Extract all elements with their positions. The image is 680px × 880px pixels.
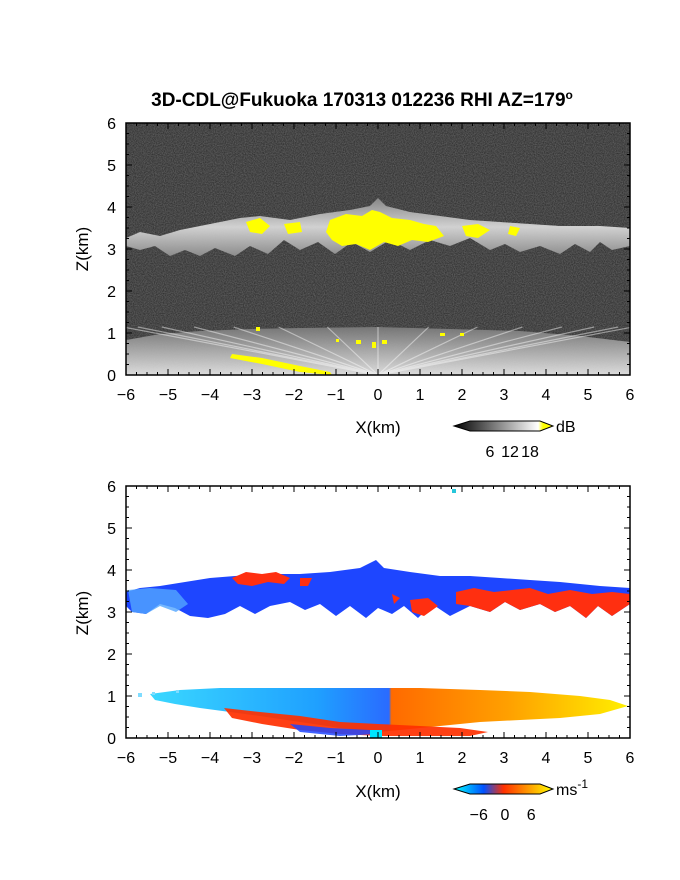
velocity-ylabel: Z(km) bbox=[73, 591, 92, 635]
x-tick-label: 0 bbox=[374, 387, 383, 404]
fan-ray bbox=[194, 326, 379, 375]
intensity-high-echo bbox=[230, 210, 520, 375]
intensity-colorbar: dB 6 12 18 bbox=[452, 419, 576, 461]
y-tick-label: 5 bbox=[107, 521, 116, 538]
fan-ray bbox=[377, 326, 523, 375]
x-tick-label: 3 bbox=[500, 750, 509, 767]
velocity-xlabel: X(km) bbox=[355, 782, 400, 801]
intensity-xlabel: X(km) bbox=[355, 418, 400, 437]
x-tick-label: −6 bbox=[117, 750, 135, 767]
y-tick-label: 1 bbox=[107, 326, 116, 343]
x-tick-label: 5 bbox=[584, 387, 593, 404]
fan-ray bbox=[377, 326, 619, 375]
colorbar-tick-label: 6 bbox=[527, 807, 536, 824]
x-tick-label: 6 bbox=[626, 387, 635, 404]
fan-ray bbox=[377, 326, 430, 375]
x-tick-label: 4 bbox=[542, 387, 551, 404]
velocity-ticks bbox=[125, 485, 631, 739]
velocity-cloud-red bbox=[232, 572, 630, 618]
velocity-colorbar-ticks: −6 0 6 bbox=[470, 807, 536, 824]
y-tick-label: 5 bbox=[107, 158, 116, 175]
x-tick-label: 2 bbox=[458, 387, 467, 404]
y-tick-label: 2 bbox=[107, 647, 116, 664]
y-tick-label: 6 bbox=[107, 116, 116, 133]
colorbar-tick-label: 0 bbox=[501, 807, 510, 824]
x-tick-label: −2 bbox=[285, 750, 303, 767]
x-tick-label: −1 bbox=[327, 750, 345, 767]
x-tick-label: −6 bbox=[117, 387, 135, 404]
fan-ray bbox=[161, 326, 379, 375]
colorbar-tick-label: −6 bbox=[470, 807, 488, 824]
intensity-boundary-layer bbox=[126, 327, 630, 375]
x-tick-label: 3 bbox=[500, 387, 509, 404]
colorbar-tick-label: 18 bbox=[521, 444, 539, 461]
fan-ray bbox=[233, 326, 379, 375]
x-tick-label: −2 bbox=[285, 387, 303, 404]
x-tick-label: 1 bbox=[416, 387, 425, 404]
x-tick-label: −4 bbox=[201, 387, 219, 404]
velocity-surface-blue-band bbox=[290, 724, 378, 736]
x-tick-label: 0 bbox=[374, 750, 383, 767]
x-tick-label: −1 bbox=[327, 387, 345, 404]
intensity-ylabel: Z(km) bbox=[73, 227, 92, 271]
y-tick-label: 3 bbox=[107, 242, 116, 259]
colorbar-tick-label: 6 bbox=[486, 444, 495, 461]
velocity-cloud-lightblue-patch bbox=[128, 588, 188, 614]
y-tick-label: 0 bbox=[107, 368, 116, 385]
title-degree-superscript: o bbox=[566, 88, 573, 102]
velocity-tick-labels: −6 −5 −4 −3 −2 −1 0 1 2 3 4 5 6 0 1 2 3 4 5 6 bbox=[107, 479, 634, 767]
x-tick-label: −5 bbox=[159, 750, 177, 767]
y-tick-label: 4 bbox=[107, 200, 116, 217]
fan-ray bbox=[137, 326, 379, 375]
x-tick-label: −5 bbox=[159, 387, 177, 404]
y-tick-label: 6 bbox=[107, 479, 116, 496]
fan-ray bbox=[377, 326, 562, 375]
intensity-ticks bbox=[125, 122, 631, 376]
velocity-surface-red-band bbox=[224, 708, 488, 736]
y-tick-label: 1 bbox=[107, 689, 116, 706]
x-tick-label: −4 bbox=[201, 750, 219, 767]
velocity-cyan-dot bbox=[370, 730, 382, 738]
intensity-colorbar-unit: dB bbox=[556, 419, 576, 436]
y-tick-label: 2 bbox=[107, 284, 116, 301]
x-tick-label: 4 bbox=[542, 750, 551, 767]
y-tick-label: 0 bbox=[107, 731, 116, 748]
x-tick-label: −3 bbox=[243, 387, 261, 404]
velocity-colorbar-unit: ms-1 bbox=[556, 777, 588, 799]
y-tick-label: 3 bbox=[107, 605, 116, 622]
velocity-isolated-pixel bbox=[452, 489, 456, 493]
figure-title: 3D-CDL@Fukuoka 170313 012236 RHI AZ=179o bbox=[151, 88, 573, 111]
intensity-fan-rays bbox=[126, 326, 630, 375]
x-tick-label: −3 bbox=[243, 750, 261, 767]
fan-ray bbox=[377, 326, 595, 375]
x-tick-label: 1 bbox=[416, 750, 425, 767]
intensity-colorbar-ticks: 6 12 18 bbox=[486, 444, 539, 461]
intensity-image bbox=[126, 123, 630, 375]
velocity-image bbox=[126, 486, 630, 738]
velocity-colorbar: ms-1 −6 0 6 bbox=[452, 777, 588, 824]
x-tick-label: 5 bbox=[584, 750, 593, 767]
x-tick-label: 2 bbox=[458, 750, 467, 767]
velocity-left-speckles bbox=[138, 690, 179, 697]
intensity-tick-labels: −6 −5 −4 −3 −2 −1 0 1 2 3 4 5 6 0 1 2 3 4 5 6 bbox=[107, 116, 634, 404]
velocity-cloud-layer bbox=[126, 560, 630, 618]
fan-ray bbox=[126, 326, 379, 375]
y-tick-label: 4 bbox=[107, 563, 116, 580]
colorbar-tick-label: 12 bbox=[501, 444, 519, 461]
fan-ray bbox=[278, 326, 379, 375]
velocity-boundary-layer bbox=[150, 688, 628, 732]
fan-ray bbox=[377, 326, 630, 375]
fan-ray bbox=[326, 326, 379, 375]
x-tick-label: 6 bbox=[626, 750, 635, 767]
